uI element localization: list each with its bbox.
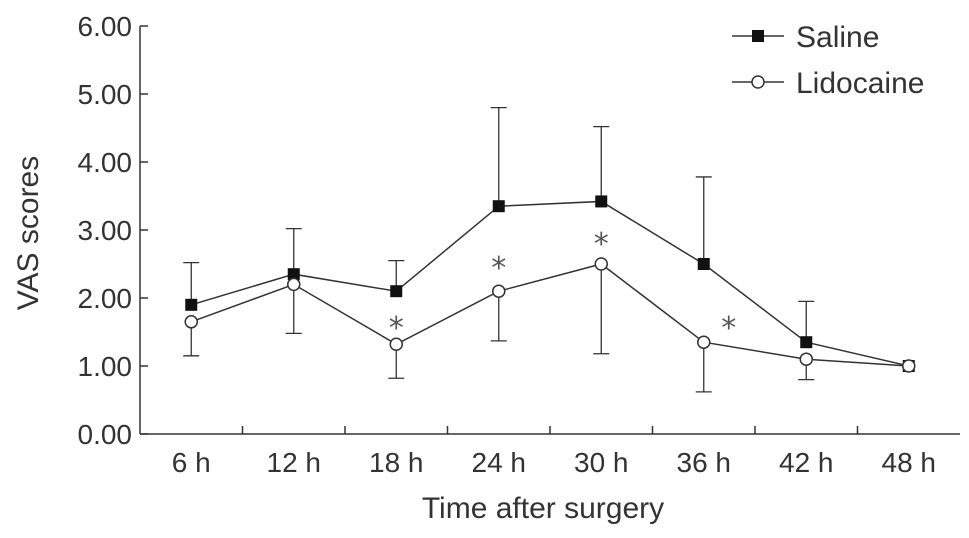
- legend-item-saline: Saline: [732, 21, 879, 54]
- series-line-lidocaine: [190, 263, 909, 367]
- x-axis-title: Time after surgery: [422, 492, 664, 525]
- significance-asterisk: *: [491, 251, 506, 286]
- significance-asterisk: *: [594, 227, 609, 262]
- y-axis-title: VAS scores: [12, 156, 45, 311]
- marker-lidocaine: [594, 257, 608, 271]
- marker-lidocaine: [492, 284, 506, 298]
- legend-marker-lidocaine: [751, 75, 765, 89]
- significance-marks: * * * *: [389, 227, 737, 346]
- marker-lidocaine: [184, 315, 198, 329]
- y-tick-label: 5.00: [78, 79, 133, 110]
- legend-label-saline: Saline: [796, 21, 879, 54]
- marker-saline: [595, 195, 608, 208]
- x-tick-label: 12 h: [267, 447, 322, 478]
- marker-saline: [800, 336, 813, 349]
- marker-saline: [697, 258, 710, 270]
- data-markers: [184, 195, 916, 373]
- y-tick-label: 4.00: [78, 147, 133, 178]
- legend-item-lidocaine: Lidocaine: [732, 67, 924, 100]
- x-tick-label: 18 h: [369, 447, 424, 478]
- legend: Saline Lidocaine: [732, 21, 924, 100]
- marker-lidocaine: [389, 337, 403, 351]
- x-tick-label: 36 h: [677, 447, 732, 478]
- y-tick-label: 6.00: [78, 11, 133, 42]
- significance-asterisk: *: [389, 311, 404, 346]
- marker-saline: [390, 285, 403, 298]
- marker-lidocaine: [697, 335, 711, 349]
- marker-lidocaine: [902, 359, 916, 373]
- legend-label-lidocaine: Lidocaine: [796, 67, 924, 100]
- x-tick-label: 6 h: [172, 447, 211, 478]
- y-tick-label: 1.00: [78, 351, 133, 382]
- marker-lidocaine: [799, 352, 813, 366]
- significance-asterisk: *: [721, 311, 736, 346]
- y-axis-ticks: 0.00 1.00 2.00 3.00 4.00 5.00 6.00: [78, 11, 148, 450]
- y-tick-label: 3.00: [78, 215, 133, 246]
- marker-saline: [287, 268, 300, 281]
- error-bars: [183, 106, 815, 393]
- y-tick-label: 2.00: [78, 283, 133, 314]
- x-tick-label: 42 h: [779, 447, 834, 478]
- x-tick-label: 30 h: [574, 447, 629, 478]
- x-tick-label: 24 h: [472, 447, 527, 478]
- x-axis-ticks: 6 h 12 h 18 h 24 h 30 h 36 h 42 h 48 h: [172, 426, 936, 478]
- x-tick-label: 48 h: [882, 447, 937, 478]
- legend-marker-saline: [752, 30, 764, 42]
- series-lines: [190, 200, 909, 367]
- series-line-saline: [191, 200, 909, 367]
- marker-lidocaine: [287, 277, 301, 292]
- marker-saline: [185, 298, 198, 311]
- marker-saline: [492, 200, 505, 213]
- y-tick-label: 0.00: [78, 419, 133, 450]
